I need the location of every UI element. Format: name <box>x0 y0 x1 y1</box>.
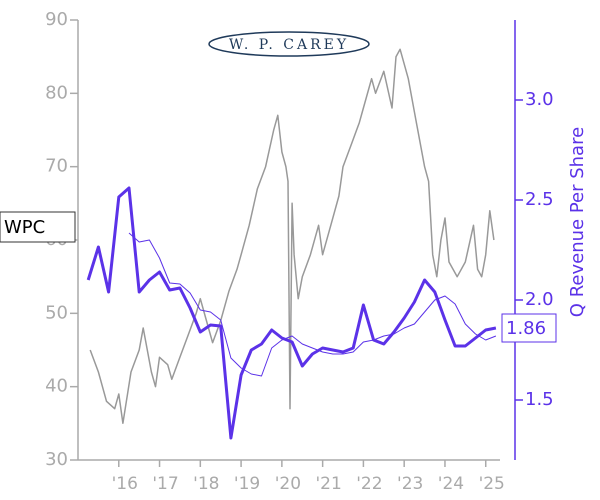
y2-tick-label: 2.0 <box>525 289 554 310</box>
logo-text: W. P. CAREY <box>229 37 349 53</box>
series-line <box>128 232 497 377</box>
x-tick-label: '24 <box>438 474 464 494</box>
x-tick-label: '18 <box>193 474 219 494</box>
y2-axis-label: Q Revenue Per Share <box>567 127 588 317</box>
x-tick-label: '22 <box>356 474 382 494</box>
x-tick-label: '19 <box>234 474 260 494</box>
y2-tick-label: 1.5 <box>525 389 554 410</box>
last-value-label: 1.86 <box>506 318 546 339</box>
x-tick-label: '16 <box>112 474 138 494</box>
x-tick-label: '20 <box>275 474 301 494</box>
y-tick-label: 70 <box>45 156 68 177</box>
x-tick-label: '17 <box>152 474 178 494</box>
x-tick-label: '23 <box>397 474 423 494</box>
series-line <box>89 48 495 425</box>
y2-tick-label: 3.0 <box>525 89 554 110</box>
ticker-label: WPC <box>4 217 45 238</box>
y-tick-label: 90 <box>45 9 68 30</box>
y2-tick-label: 2.5 <box>525 189 554 210</box>
series-line <box>86 186 497 440</box>
y-tick-label: 50 <box>45 302 68 323</box>
y-tick-label: 40 <box>45 376 68 397</box>
y-tick-label: 30 <box>45 449 68 470</box>
y-tick-label: 80 <box>45 82 68 103</box>
last-value-box <box>501 313 557 343</box>
ticker-box <box>0 211 76 243</box>
logo-frame <box>208 31 370 57</box>
x-tick-label: '25 <box>479 474 505 494</box>
x-tick-label: '21 <box>315 474 341 494</box>
